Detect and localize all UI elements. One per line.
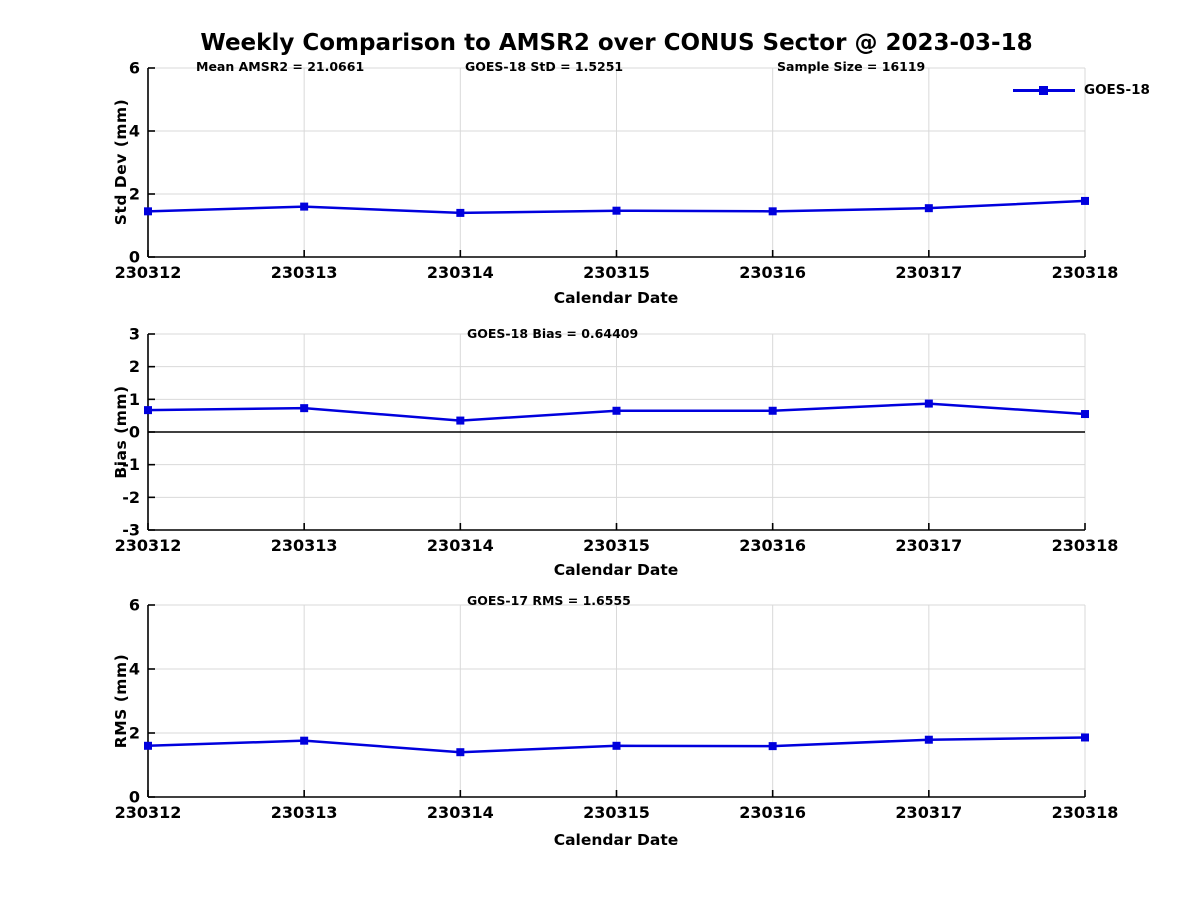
data-point-marker [768, 406, 777, 415]
annotation-sample-size: Sample Size = 16119 [777, 59, 926, 74]
x-tick-label: 230317 [895, 803, 962, 822]
x-tick-label: 230314 [427, 263, 494, 282]
data-point-marker [144, 207, 152, 216]
x-axis-label-panel3: Calendar Date [553, 831, 679, 849]
y-tick-label: 0 [129, 423, 140, 442]
legend-line-sample [1013, 85, 1075, 95]
legend-square-marker-icon [1039, 85, 1048, 95]
x-tick-label: 230315 [583, 263, 650, 282]
data-point-marker [924, 204, 933, 213]
x-tick-label: 230312 [115, 803, 182, 822]
legend-series-label: GOES-18 [1084, 82, 1150, 98]
data-point-marker [612, 406, 621, 415]
data-point-marker [612, 206, 621, 215]
page-title: Weekly Comparison to AMSR2 over CONUS Se… [200, 30, 1033, 56]
data-point-marker [456, 748, 465, 757]
y-tick-label: 4 [129, 122, 140, 141]
y-axis-label-bias: Bias (mm) [112, 385, 130, 479]
data-point-marker [300, 736, 309, 745]
annotation-mean-amsr2: Mean AMSR2 = 21.0661 [196, 59, 365, 74]
y-tick-label: 2 [129, 185, 140, 204]
x-tick-label: 230317 [895, 263, 962, 282]
data-point-marker [1081, 196, 1089, 205]
y-tick-label: -2 [122, 488, 140, 507]
data-point-marker [300, 404, 309, 413]
y-tick-label: -3 [122, 521, 140, 540]
y-tick-label: 2 [129, 357, 140, 376]
data-point-marker [612, 741, 621, 750]
data-point-marker [144, 741, 152, 750]
x-tick-label: 230315 [583, 536, 650, 555]
annotation-goes18-std: GOES-18 StD = 1.5251 [465, 59, 624, 74]
y-tick-label: 0 [129, 788, 140, 807]
y-tick-label: 6 [129, 59, 140, 78]
legend: GOES-18 [1013, 82, 1150, 98]
y-tick-label: 3 [129, 325, 140, 344]
x-tick-label: 230318 [1052, 263, 1119, 282]
data-point-marker [924, 735, 933, 744]
x-tick-label: 230313 [271, 263, 338, 282]
x-tick-label: 230316 [739, 803, 806, 822]
data-point-marker [1081, 410, 1089, 419]
data-point-marker [300, 202, 309, 211]
y-tick-label: 0 [129, 248, 140, 267]
x-axis-label-panel1: Calendar Date [553, 289, 679, 307]
y-tick-label: 6 [129, 596, 140, 615]
x-tick-label: 230318 [1052, 536, 1119, 555]
x-tick-label: 230316 [739, 536, 806, 555]
data-point-marker [1081, 733, 1089, 742]
x-tick-label: 230316 [739, 263, 806, 282]
x-tick-label: 230317 [895, 536, 962, 555]
data-point-marker [456, 208, 465, 217]
data-point-marker [768, 207, 777, 216]
x-tick-label: 230314 [427, 803, 494, 822]
data-point-marker [924, 399, 933, 408]
x-tick-label: 230315 [583, 803, 650, 822]
x-tick-label: 230313 [271, 803, 338, 822]
data-point-marker [144, 406, 152, 415]
x-tick-label: 230314 [427, 536, 494, 555]
x-tick-label: 230318 [1052, 803, 1119, 822]
annotation-goes17-rms: GOES-17 RMS = 1.6555 [467, 593, 631, 608]
y-tick-label: -1 [122, 455, 140, 474]
y-tick-label: 2 [129, 724, 140, 743]
y-axis-label-std-dev: Std Dev (mm) [112, 98, 130, 226]
y-axis-label-rms: RMS (mm) [112, 653, 130, 749]
y-tick-label: 1 [129, 390, 140, 409]
y-tick-label: 4 [129, 660, 140, 679]
data-point-marker [768, 742, 777, 751]
x-tick-label: 230312 [115, 536, 182, 555]
annotation-goes18-bias: GOES-18 Bias = 0.64409 [467, 326, 639, 341]
x-tick-label: 230312 [115, 263, 182, 282]
x-axis-label-panel2: Calendar Date [553, 561, 679, 579]
x-tick-label: 230313 [271, 536, 338, 555]
data-point-marker [456, 416, 465, 425]
